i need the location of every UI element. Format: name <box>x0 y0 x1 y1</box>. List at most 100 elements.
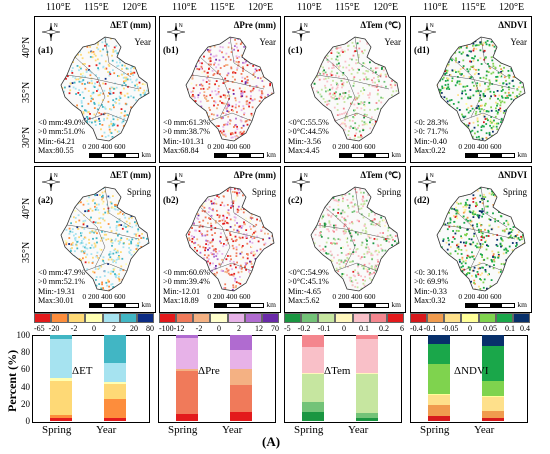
legend-swatch <box>136 313 154 323</box>
province-boundary <box>480 186 508 228</box>
region-map <box>60 186 150 292</box>
bar-chart-title: ΔPre <box>198 365 220 377</box>
province-boundary <box>450 206 482 268</box>
bar-segment <box>302 402 324 413</box>
panel-id: (b1) <box>163 45 179 55</box>
panel-title: ΔTem (℃) <box>360 20 401 30</box>
bar-segment <box>482 381 504 397</box>
stacked-bar-year <box>104 335 126 421</box>
season-label: Spring <box>251 187 276 197</box>
legend-swatch <box>352 313 370 323</box>
legend-swatch <box>301 313 319 323</box>
region-outline <box>60 36 150 142</box>
legend-tick-label: 0.05 <box>483 324 497 333</box>
legend-swatch <box>478 313 496 323</box>
bar-segment <box>428 335 450 344</box>
scale-unit: km <box>517 150 527 159</box>
scale-ticks: 0 200 400 600 <box>82 142 126 151</box>
province-boundary <box>324 206 356 268</box>
region-map <box>310 186 400 292</box>
legend-swatch <box>284 313 302 323</box>
legend-swatch <box>85 313 103 323</box>
x-tick-label: Year <box>222 424 243 436</box>
bar-segment <box>104 418 126 421</box>
province-boundary <box>104 36 132 78</box>
region-outline <box>60 186 150 292</box>
lon-label: 115°E <box>210 2 235 13</box>
season-label: Year <box>134 37 151 47</box>
svg-text:N: N <box>179 23 183 29</box>
legend-tick-label: 2 <box>112 324 116 333</box>
lon-label: 110°E <box>423 2 448 13</box>
bar-segment <box>50 339 72 379</box>
stat-line: Max:68.84 <box>163 145 199 155</box>
panel-id: (a2) <box>38 195 53 205</box>
panel-stats: <0 mm:49.0% >0 mm:51.0% Min:-64.21 Max:80.5… <box>38 118 85 155</box>
scale-unit: km <box>141 150 151 159</box>
panel-title: ΔNDVI <box>498 170 527 180</box>
panel-title: ΔPre (mm) <box>233 20 276 30</box>
bar-segment <box>428 395 450 405</box>
bar-chart-title: ΔTem <box>324 365 351 377</box>
svg-text:N: N <box>54 173 58 179</box>
scale-bar: 0 200 400 600 km <box>207 143 276 159</box>
legend-swatch <box>461 313 479 323</box>
lon-label: 110°E <box>172 2 197 13</box>
province-boundary <box>460 112 504 122</box>
legend-tick-label: -0.05 <box>441 324 459 333</box>
scale-bar: 0 200 400 600 km <box>207 293 276 309</box>
bar-segment <box>50 414 72 418</box>
province-boundary <box>199 56 231 118</box>
legend-tick-label: 0.1 <box>359 324 369 333</box>
legend-swatch <box>159 313 177 323</box>
stat-line: Max:4.45 <box>288 145 320 155</box>
bar-segment <box>176 335 198 339</box>
scale-bar: 0 200 400 600 km <box>458 143 527 159</box>
x-tick-label: Spring <box>42 424 72 436</box>
province-boundary <box>74 206 106 268</box>
bar-segment <box>428 394 450 396</box>
panel-title: ΔET (mm) <box>110 20 151 30</box>
lon-label: 115°E <box>84 2 109 13</box>
bar-segment <box>230 368 252 370</box>
stat-line: Min:-12.01 <box>163 286 201 296</box>
stat-line: <0°C:55.5% <box>288 118 329 127</box>
bar-segment <box>230 369 252 385</box>
legend-tick-label: 0 <box>468 324 472 333</box>
legend-swatch <box>210 313 228 323</box>
province-boundary <box>199 206 231 268</box>
legend-ndvi <box>410 313 530 323</box>
region-outline <box>436 36 526 142</box>
bar-segment <box>104 382 126 385</box>
lon-label: 115°E <box>461 2 486 13</box>
bar-segment <box>482 335 504 347</box>
stat-line: Min:-0.40 <box>414 136 447 146</box>
scale-bar: 0 200 400 600 km <box>458 293 527 309</box>
stacked-bar-spring <box>50 335 72 421</box>
stacked-bar-spring <box>302 335 324 421</box>
scale-bar: 0 200 400 600 km <box>332 293 401 309</box>
bar-segment <box>428 415 450 421</box>
season-label: Year <box>510 37 527 47</box>
lat-label: 40°N <box>21 197 32 219</box>
panel-stats: <0 mm:61.3% >0 mm:38.7% Min:-101.31 Max:68.… <box>163 118 210 155</box>
province-boundary <box>354 186 382 228</box>
panel-title: ΔPre (mm) <box>233 170 276 180</box>
panel-stats: <0 mm:60.6% >0 mm:39.4% Min:-12.01 Max:18.8… <box>163 268 210 305</box>
bar-segment <box>230 384 252 413</box>
scale-ticks: 0 200 400 600 <box>332 142 376 151</box>
north-arrow-icon: N <box>40 21 62 43</box>
bar-segment <box>482 396 504 397</box>
legend-tick-label: -2 <box>70 324 78 333</box>
bar-segment <box>356 335 378 340</box>
stat-line: Min:-64.21 <box>38 136 76 146</box>
x-tick-label: Spring <box>420 424 450 436</box>
north-arrow-icon: N <box>165 21 187 43</box>
legend-tick-label: 12 <box>255 324 263 333</box>
stat-line: >0 mm:38.7% <box>163 127 210 137</box>
legend-swatch <box>512 313 530 323</box>
legend-swatch <box>369 313 387 323</box>
stacked-bar-year <box>482 335 504 421</box>
legend-swatch <box>386 313 404 323</box>
province-boundary <box>229 186 257 228</box>
